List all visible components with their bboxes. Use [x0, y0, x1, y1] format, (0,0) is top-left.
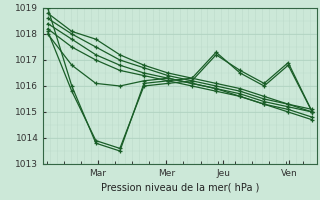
- X-axis label: Pression niveau de la mer( hPa ): Pression niveau de la mer( hPa ): [101, 182, 259, 192]
